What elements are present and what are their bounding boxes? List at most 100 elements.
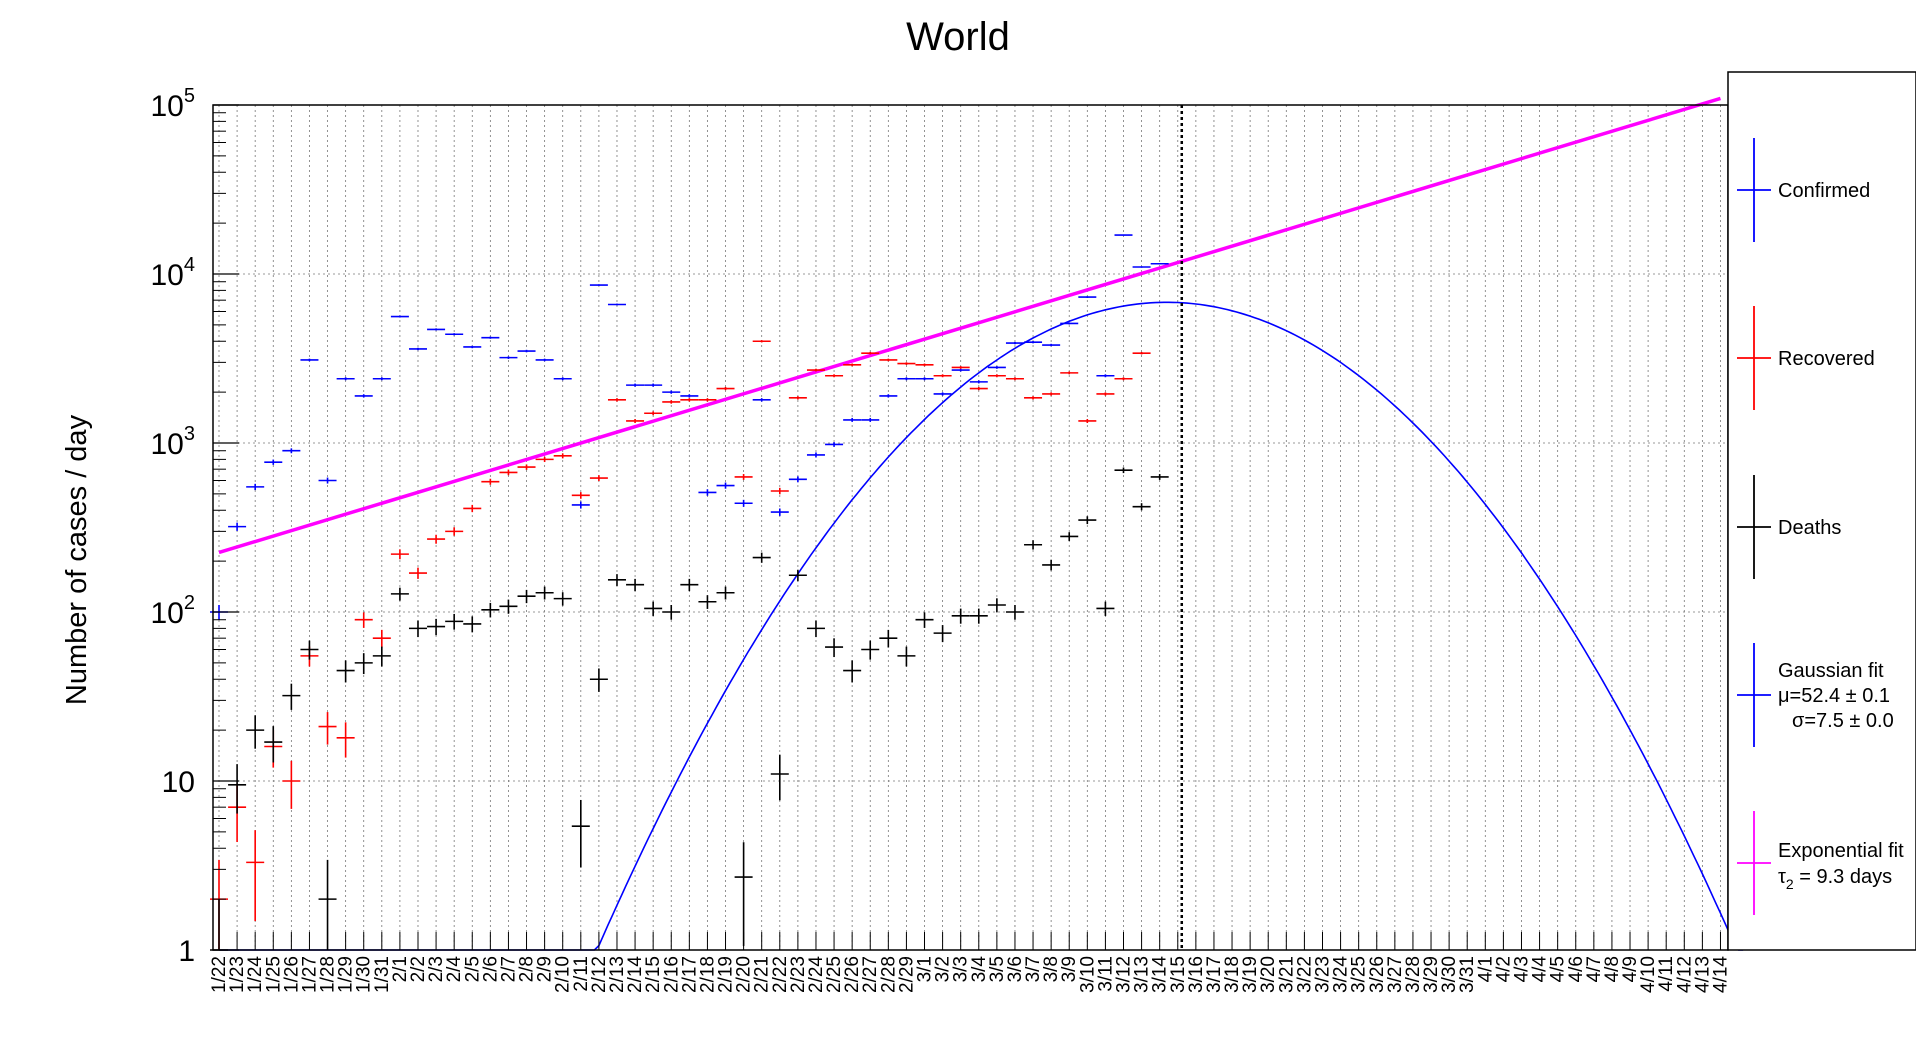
x-tick-label: 2/11: [571, 956, 592, 992]
x-tick-label: 1/25: [263, 956, 284, 993]
x-tick-label: 3/2: [933, 956, 954, 982]
x-tick-label: 2/9: [535, 956, 556, 982]
fit-curves: [218, 96, 1744, 951]
x-tick-label: 2/28: [878, 956, 899, 993]
x-tick-label: 2/7: [498, 956, 519, 982]
x-tick-label: 2/29: [896, 956, 917, 993]
x-tick-label: 4/8: [1602, 956, 1623, 982]
legend-entry: Gaussian fit μ=52.4 ± 0.1 σ=7.5 ± 0.0: [1737, 643, 1894, 747]
x-tick-label: 2/14: [625, 956, 646, 993]
x-tick-label: 1/26: [281, 956, 302, 993]
x-tick-label: 3/12: [1114, 956, 1135, 993]
x-tick-label: 3/3: [951, 956, 972, 982]
x-tick-label: 3/13: [1132, 956, 1153, 993]
x-tick-label: 4/10: [1638, 956, 1659, 993]
x-tick-label: 3/29: [1421, 956, 1442, 993]
x-tick-label: 2/1: [390, 956, 411, 982]
x-tick-label: 2/21: [752, 956, 773, 993]
x-tick-label: 1/27: [299, 956, 320, 993]
chart-title: World: [906, 15, 1010, 59]
x-tick-label: 2/8: [517, 956, 538, 982]
x-tick-label: 2/17: [679, 956, 700, 993]
x-tick-label: 4/6: [1566, 956, 1587, 982]
legend-entry: Recovered: [1737, 306, 1875, 410]
plot-frame: [212, 104, 1729, 951]
legend-param: σ=7.5 ± 0.0: [1792, 710, 1894, 732]
x-tick-label: 4/12: [1674, 956, 1695, 993]
data-points: [210, 234, 1169, 951]
x-tick-label: 1/28: [318, 956, 339, 993]
x-tick-label: 1/22: [209, 956, 230, 993]
legend-label: Deaths: [1778, 517, 1841, 539]
x-tick-label: 3/4: [969, 956, 990, 983]
legend-label: Recovered: [1778, 348, 1875, 370]
y-tick-label: 10: [162, 766, 195, 799]
x-tick-label: 3/24: [1331, 956, 1352, 993]
x-tick-label: 3/19: [1240, 956, 1261, 993]
x-tick-label: 3/20: [1258, 956, 1279, 993]
x-tick-label: 3/6: [1005, 956, 1026, 982]
x-tick-label: 4/9: [1620, 956, 1641, 982]
series-deaths: [210, 467, 1169, 951]
x-tick-label: 1/30: [354, 956, 375, 993]
x-tick-label: 3/14: [1150, 956, 1171, 993]
x-tick-label: 3/26: [1367, 956, 1388, 993]
x-tick-label: 2/18: [697, 956, 718, 993]
x-tick-label: 2/12: [589, 956, 610, 993]
x-tick-label: 2/20: [734, 956, 755, 993]
x-tick-label: 2/27: [860, 956, 881, 993]
x-tick-label: 3/18: [1222, 956, 1243, 993]
legend-label: Exponential fit: [1778, 840, 1904, 862]
x-tick-label: 3/30: [1439, 956, 1460, 993]
axes: 1/221/231/241/251/261/271/281/291/301/31…: [151, 85, 1732, 993]
x-tick-label: 4/14: [1710, 956, 1731, 993]
x-tick-label: 2/2: [408, 956, 429, 982]
x-tick-label: 1/24: [245, 956, 266, 993]
x-tick-label: 3/27: [1385, 956, 1406, 993]
x-tick-label: 2/4: [444, 956, 465, 983]
x-tick-label: 3/16: [1186, 956, 1207, 993]
x-tick-label: 4/13: [1692, 956, 1713, 993]
x-tick-label: 3/5: [987, 956, 1008, 982]
x-tick-label: 2/3: [426, 956, 447, 982]
x-tick-label: 3/17: [1204, 956, 1225, 993]
exponential-fit-line: [218, 96, 1721, 555]
legend-entry: Deaths: [1737, 475, 1841, 579]
legend-label: Confirmed: [1778, 180, 1870, 202]
x-tick-label: 3/10: [1077, 956, 1098, 993]
y-tick-label: 104: [151, 254, 196, 292]
x-tick-label: 3/11: [1095, 956, 1116, 992]
x-tick-label: 1/23: [227, 956, 248, 993]
x-tick-label: 2/24: [806, 956, 827, 993]
gaussian-fit-curve: [219, 301, 1744, 951]
x-tick-label: 3/31: [1457, 956, 1478, 993]
x-tick-label: 4/11: [1656, 956, 1677, 992]
x-tick-label: 3/25: [1349, 956, 1370, 993]
x-tick-label: 2/22: [770, 956, 791, 993]
x-tick-label: 3/9: [1059, 956, 1080, 982]
x-tick-label: 2/23: [788, 956, 809, 993]
grid: [213, 105, 1728, 950]
x-tick-label: 4/4: [1530, 956, 1551, 983]
legend-entry: Exponential fit τ2 = 9.3 days: [1737, 811, 1904, 915]
series-recovered: [210, 340, 1151, 950]
x-tick-label: 3/1: [915, 956, 936, 982]
x-tick-label: 2/6: [480, 956, 501, 982]
x-tick-label: 2/10: [553, 956, 574, 993]
x-tick-label: 3/28: [1403, 956, 1424, 993]
y-tick-label: 102: [151, 592, 196, 630]
y-tick-label: 103: [151, 423, 196, 461]
x-tick-label: 3/22: [1294, 956, 1315, 993]
x-tick-label: 3/23: [1312, 956, 1333, 993]
x-tick-label: 2/5: [462, 956, 483, 982]
x-tick-label: 3/15: [1168, 956, 1189, 993]
x-tick-label: 4/2: [1493, 956, 1514, 982]
x-tick-label: 2/15: [643, 956, 664, 993]
x-tick-label: 1/31: [372, 956, 393, 993]
x-tick-label: 2/26: [842, 956, 863, 993]
x-tick-label: 3/7: [1023, 956, 1044, 982]
y-tick-label: 1: [178, 935, 195, 968]
y-tick-label: 105: [151, 85, 196, 123]
x-tick-label: 2/19: [716, 956, 737, 993]
